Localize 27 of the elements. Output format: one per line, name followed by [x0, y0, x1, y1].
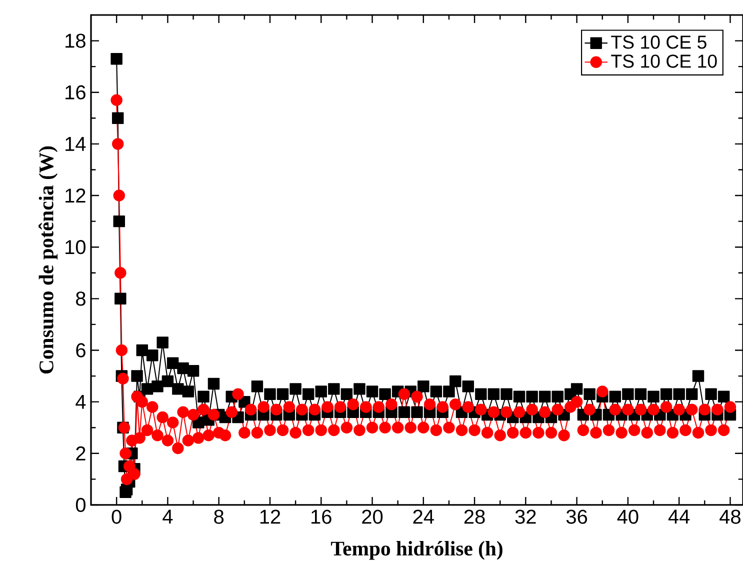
y-axis-title: Consumo de potência (W) [38, 146, 58, 374]
x-tick-label: 16 [312, 510, 332, 524]
x-tick-label: 4 [162, 510, 173, 524]
x-tick-label: 8 [214, 510, 224, 524]
y-tick-label: 18 [66, 34, 86, 48]
y-tick-label: 14 [66, 137, 86, 151]
legend-label: TS 10 CE 5 [611, 36, 706, 49]
x-tick-label: 20 [362, 510, 383, 524]
x-tick-label: 28 [464, 510, 485, 524]
y-tick-label: 4 [76, 394, 86, 409]
y-tick-label: 8 [76, 292, 86, 306]
x-tick-label: 32 [515, 510, 536, 524]
y-tick-label: 0 [76, 498, 86, 512]
x-tick-label: 24 [413, 510, 434, 524]
x-tick-label: 12 [260, 510, 280, 524]
y-tick-label: 6 [76, 343, 86, 358]
legend-label: TS 10 CE 10 [611, 54, 717, 68]
x-tick-label: 36 [566, 510, 588, 524]
x-tick-label: 40 [617, 510, 638, 524]
x-axis-title: Tempo hidrólise (h) [331, 541, 502, 560]
x-tick-label: 44 [668, 510, 690, 524]
x-tick-label: 48 [720, 510, 740, 524]
x-tick-label: 0 [112, 510, 122, 524]
y-tick-label: 10 [66, 240, 86, 254]
y-tick-label: 2 [76, 446, 86, 460]
y-tick-label: 16 [66, 85, 86, 100]
y-tick-label: 12 [66, 188, 86, 202]
